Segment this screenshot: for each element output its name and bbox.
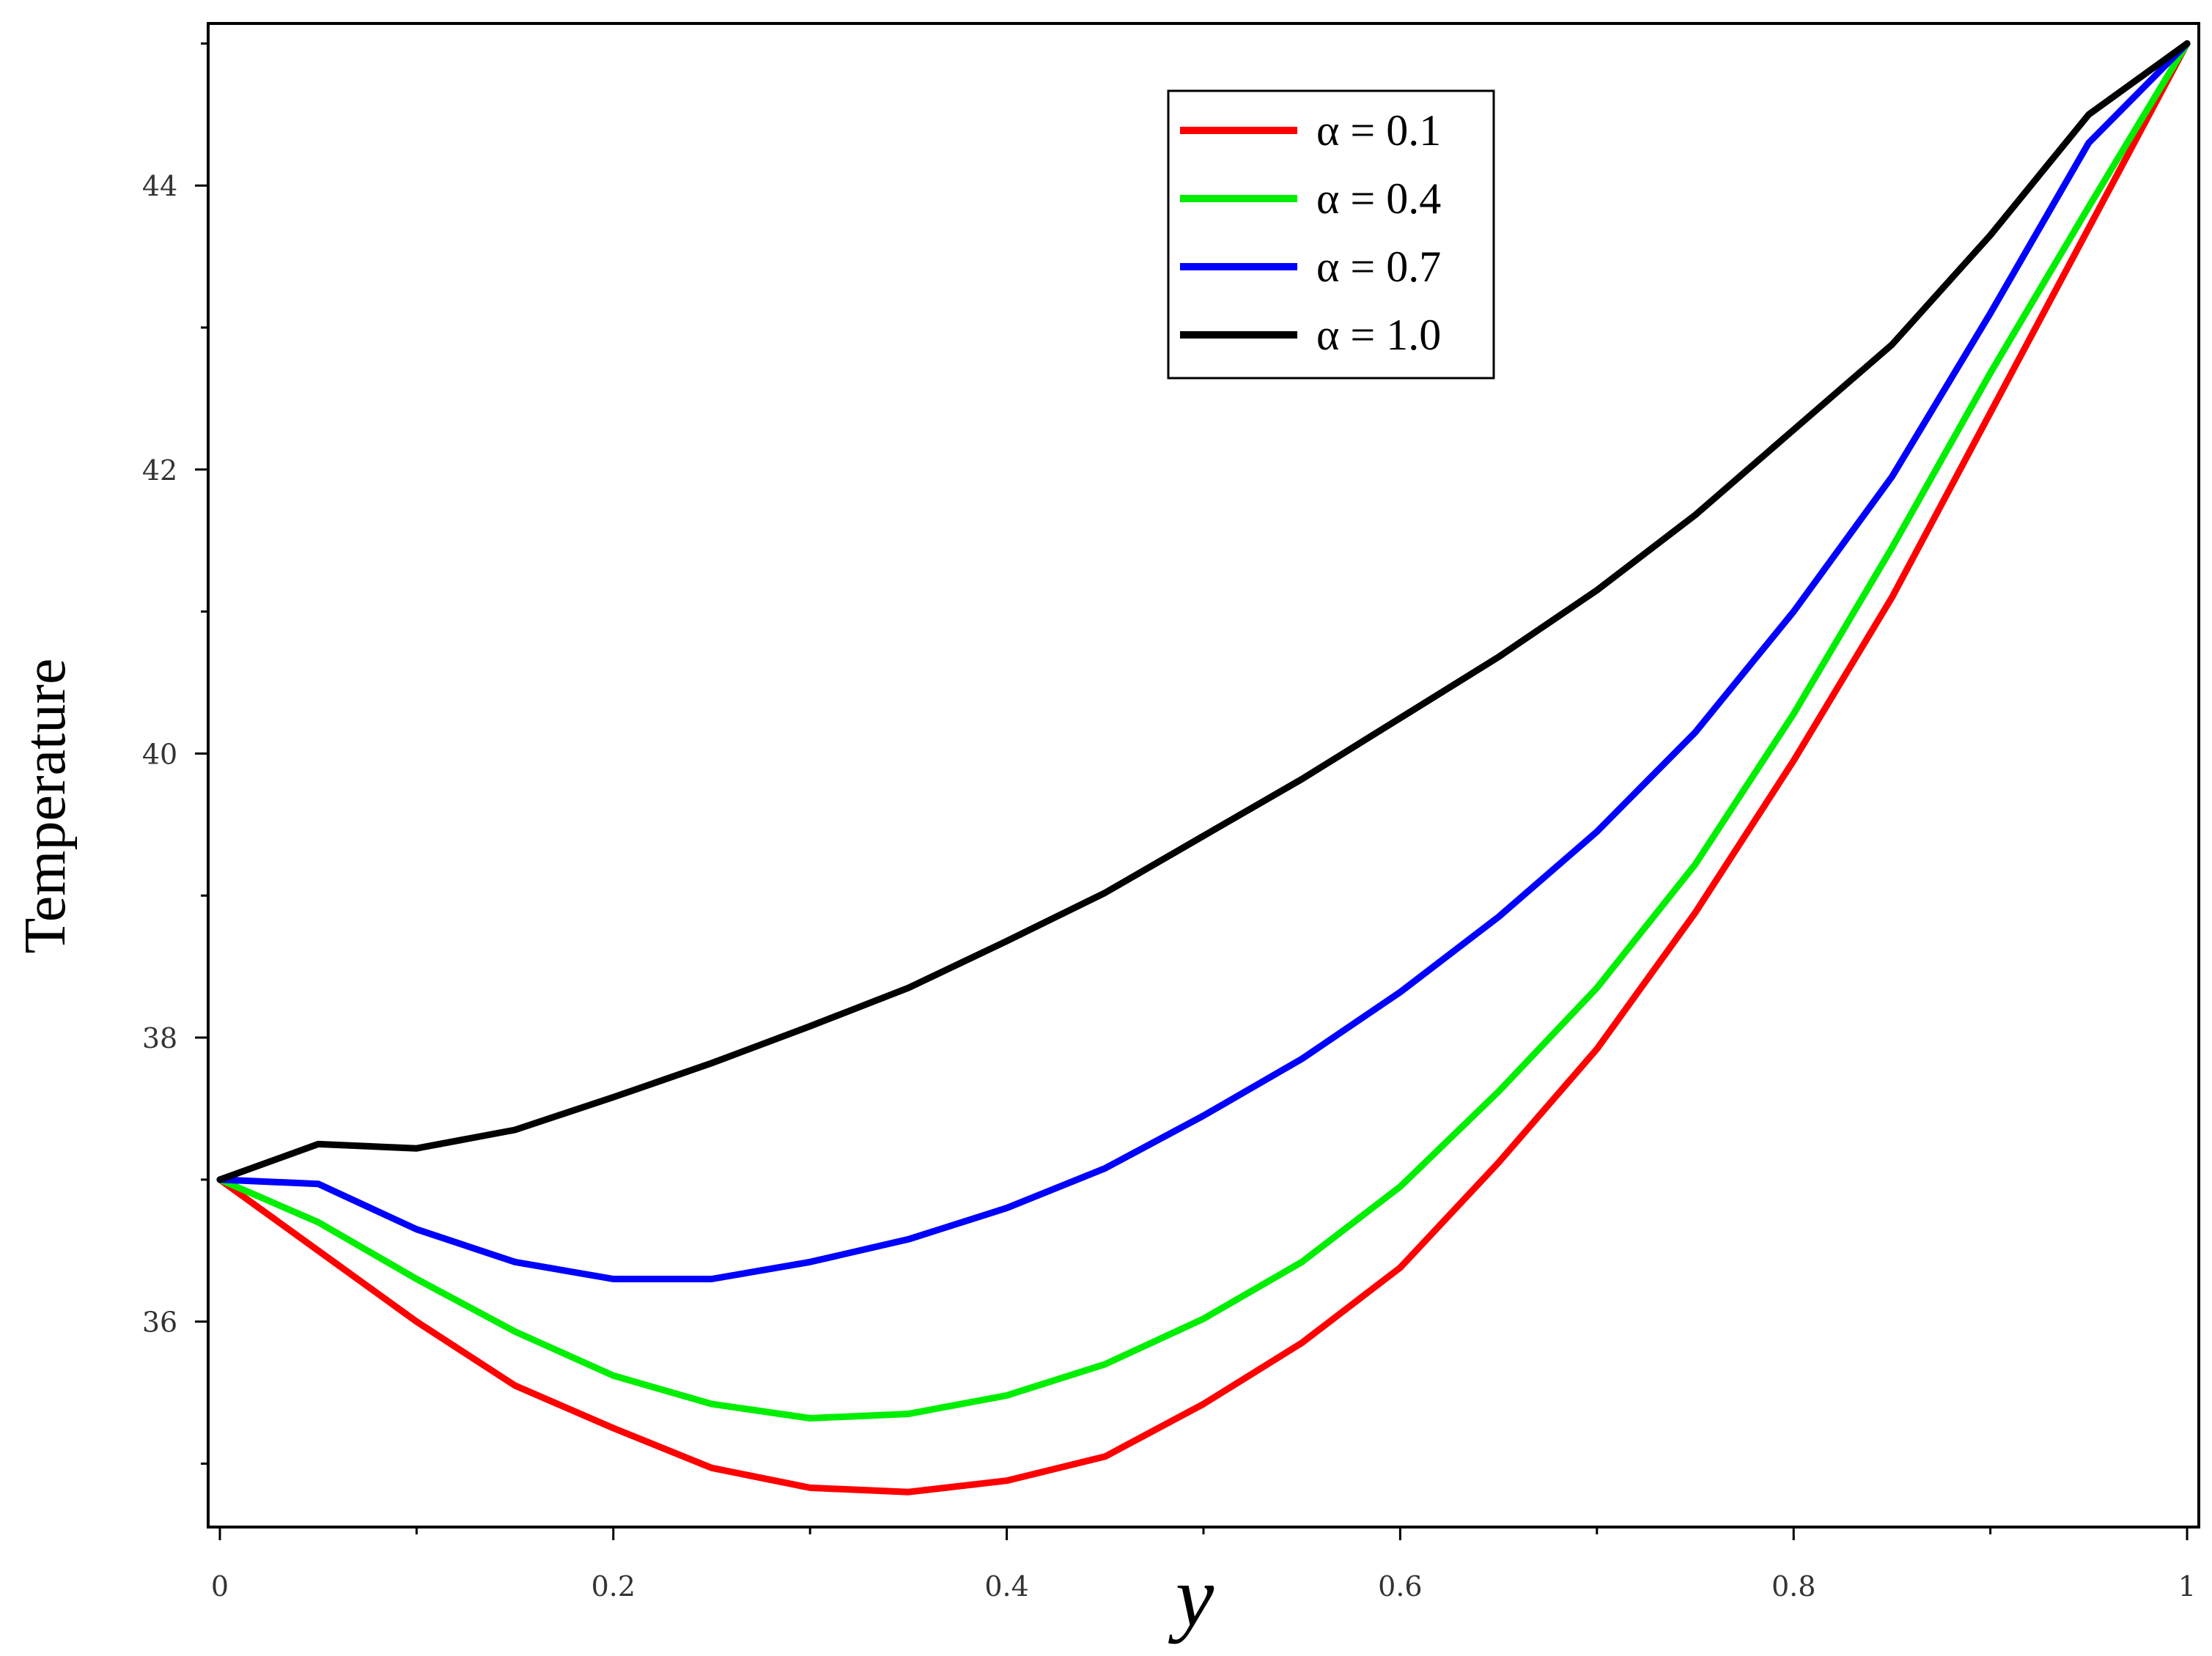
legend-label-1: α = 0.1	[1316, 106, 1441, 155]
y-tick-label: 38	[142, 1022, 177, 1054]
x-tick-label: 0.4	[984, 1570, 1028, 1603]
x-tick-label: 0.6	[1378, 1570, 1422, 1603]
x-tick-label: 1	[2178, 1570, 2196, 1603]
x-axis-title: y	[1168, 1548, 1214, 1644]
legend-label-2: α = 0.4	[1316, 174, 1441, 223]
ticks-layer: 0 0.2 0.4 0.6 0.8 1 36 38 40 42 44	[142, 42, 2196, 1603]
y-axis-title: Temperature	[13, 658, 78, 953]
y-tick-label: 40	[142, 738, 177, 770]
y-tick-label: 44	[142, 170, 177, 202]
series-line-2	[216, 40, 2191, 1422]
legend-label-3: α = 0.7	[1316, 243, 1441, 291]
y-tick-label: 36	[142, 1306, 177, 1339]
series-line-1	[216, 40, 2191, 1496]
x-tick-label: 0.8	[1772, 1570, 1815, 1603]
x-tick-label: 0	[211, 1570, 229, 1603]
legend-label-4: α = 1.0	[1316, 311, 1441, 359]
series-line-3	[216, 40, 2191, 1282]
legend-box	[1167, 89, 1495, 380]
series-layer	[216, 40, 2191, 1496]
y-tick-label: 42	[142, 454, 177, 487]
series-line-4	[216, 40, 2191, 1183]
legend: α = 0.1 α = 0.4 α = 0.7 α = 1.0	[1167, 89, 1495, 380]
x-tick-label: 0.2	[591, 1570, 635, 1603]
